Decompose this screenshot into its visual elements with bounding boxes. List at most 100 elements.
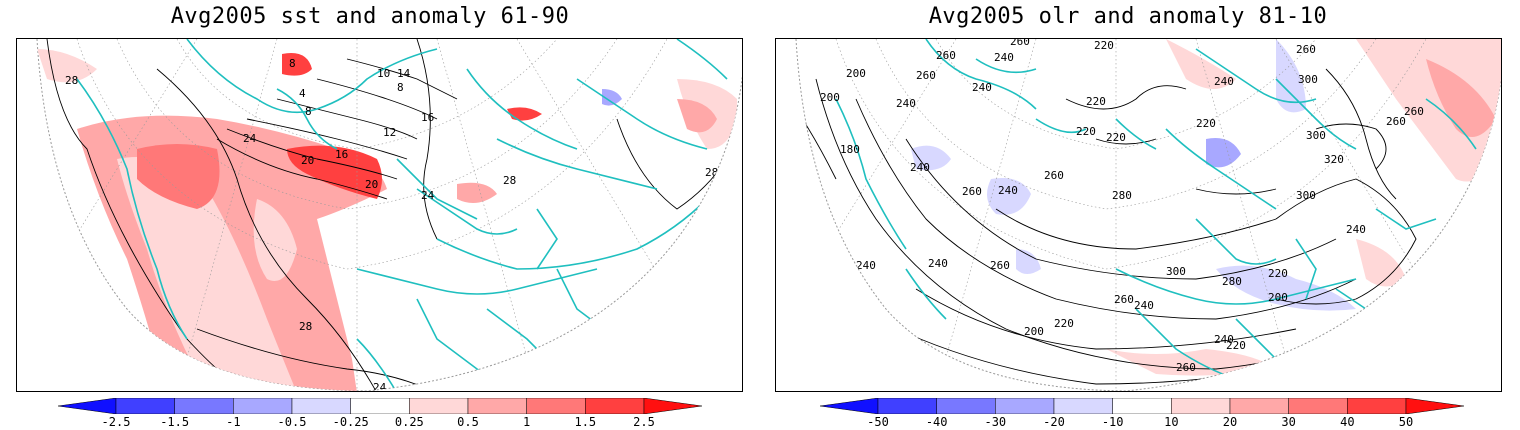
olr-contour-label: 260 [1114,293,1134,306]
sst-contour-label: 28 [705,166,718,179]
sst-contour-label: 16 [335,148,348,161]
olr-map: 260 220 260 240 200 260 200 240 240 220 … [775,38,1502,392]
colorbar-segment [820,398,879,414]
hemisphere-edge [795,39,1501,391]
colorbar-segment [115,398,175,414]
colorbar-label: 20 [1222,415,1238,429]
colorbar-segment [1229,398,1289,414]
olr-contour-label: 240 [1346,223,1366,236]
colorbar-segment [995,398,1055,414]
olr-anomaly-warm2 [1426,59,1496,137]
olr-contour-label: 280 [1222,275,1242,288]
colorbar-segment [877,398,937,414]
colorbar-label: -50 [867,415,889,429]
sst-graticule [36,39,698,391]
colorbar-label: -0.25 [332,415,369,429]
sst-contour-label: 24 [25,121,39,134]
olr-contour-labels: 260 220 260 240 200 260 200 240 240 220 … [816,39,1424,374]
colorbar-label: 40 [1340,415,1355,429]
colorbar-label: 2.5 [633,415,655,429]
olr-contour-label: 240 [1134,299,1154,312]
olr-contour-label: 260 [1404,105,1424,118]
sst-contour-label: 4 [299,87,306,100]
sst-contour-label: 12 [383,126,396,139]
sst-anomaly-hot2 [137,144,220,209]
colorbar-label: -2.5 [101,415,131,429]
olr-contour-label: 300 [1306,129,1326,142]
olr-contour-label: 240 [994,51,1014,64]
olr-panel-title: Avg2005 olr and anomaly 81-10 [928,4,1328,29]
olr-contour-label: 220 [1076,125,1096,138]
olr-contour-label: 260 [1296,43,1316,56]
olr-anomaly-warm5 [1166,39,1236,89]
olr-contour-label: 240 [896,97,916,110]
olr-contour-label: 240 [856,259,876,272]
sst-map: 28 24 8 4 10 14 8 8 12 16 24 20 16 20 24… [16,38,743,392]
sst-contour-label: 28 [503,174,516,187]
olr-contour-label: 260 [936,49,956,62]
olr-contour-label: 240 [910,161,930,174]
olr-contour-label: 240 [1214,75,1234,88]
olr-contour-label: 240 [972,81,992,94]
sst-anomaly-patch [253,199,297,281]
sst-colorbar [58,398,702,414]
colorbar-segment [1405,398,1464,414]
sst-colorbar-labels: -2.5 -1.5 -1 -0.5 -0.25 0.25 0.5 1 1.5 2.5 [58,415,702,429]
colorbar-segment [1288,398,1348,414]
colorbar-label: 1 [523,415,531,429]
colorbar-label: -1 [226,415,241,429]
olr-contour-label: 260 [990,259,1010,272]
olr-panel: Avg2005 olr and anomaly 81-10 [758,0,1502,430]
sst-contour-label: 8 [305,105,312,118]
sst-anomaly-hot [287,145,382,199]
sst-contours [46,39,728,391]
sst-map-svg: 28 24 8 4 10 14 8 8 12 16 24 20 16 20 24… [25,39,742,391]
olr-contour-label: 220 [816,227,836,240]
olr-contour-label: 200 [1024,325,1044,338]
sst-contour-label: 24 [421,189,435,202]
olr-contour-label: 220 [1094,39,1114,52]
olr-anomaly-warm4 [1106,349,1276,376]
colorbar-segment [585,398,645,414]
sst-anomaly-moderate [117,157,297,391]
sst-panel: Avg2005 sst and anomaly 61-90 [0,0,743,430]
olr-contour-label: 300 [1298,73,1318,86]
olr-contour-label: 220 [1226,339,1246,352]
sst-contour-label: 20 [365,178,378,191]
olr-contour-label: 200 [846,67,866,80]
sst-anomaly-nw [37,49,97,83]
colorbar-label: 50 [1398,415,1414,429]
colorbar-segment [291,398,351,414]
colorbar-segment [643,398,702,414]
colorbar-label: 0.5 [457,415,479,429]
olr-anomaly-cool2 [987,178,1031,215]
olr-colorbar-labels: -50 -40 -30 -20 -10 10 20 30 40 50 [820,415,1464,429]
sst-contour-label: 10 [377,67,390,80]
olr-anomaly-cool3 [1016,249,1041,274]
olr-contour-label: 260 [916,69,936,82]
olr-contour-label: 240 [1214,333,1234,346]
sst-contour-label: 8 [397,81,404,94]
olr-contour-label: 300 [1296,189,1316,202]
sst-contour-label: 28 [65,74,78,87]
olr-contour-label: 200 [1268,291,1288,304]
colorbar-label: -20 [1043,415,1065,429]
colorbar-segment [174,398,234,414]
sst-contour-label: 20 [301,154,314,167]
sst-anomaly-cold [602,89,622,106]
colorbar-segment [1347,398,1407,414]
olr-anomaly-warm3 [1356,239,1406,287]
olr-contour-label: 260 [1010,39,1030,48]
colorbar-label: 10 [1164,415,1179,429]
sst-anomaly-baltic [282,53,312,76]
colorbar-segment [936,398,996,414]
colorbar-segment [58,398,117,414]
colorbar-segment [233,398,293,414]
sst-anomaly-caspian [507,107,542,121]
olr-contours [796,68,1417,385]
olr-contour-label: 220 [1196,117,1216,130]
colorbar-label: -0.5 [277,415,307,429]
sst-panel-title: Avg2005 sst and anomaly 61-90 [170,4,570,29]
olr-contour-label: 220 [1054,317,1074,330]
colorbar-label: -30 [984,415,1007,429]
